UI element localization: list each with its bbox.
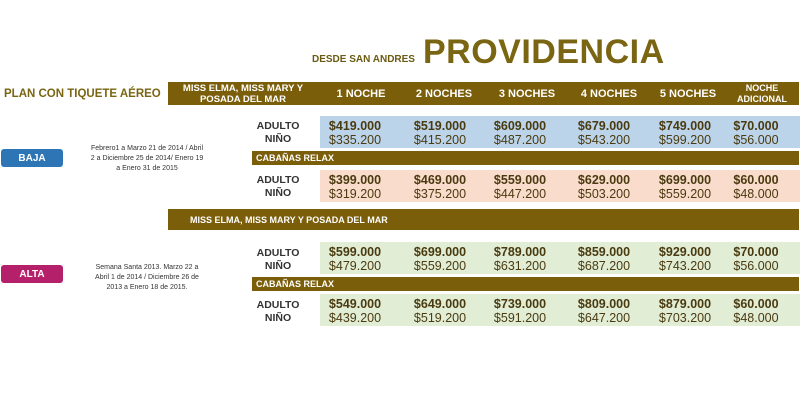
price-nino: $56.000 [733, 259, 779, 273]
price-nino: $743.200 [658, 259, 712, 273]
price-adulto: $599.000 [328, 245, 382, 259]
price-adulto: $789.000 [493, 245, 547, 259]
price-adulto: $749.000 [658, 119, 712, 133]
price-adulto: $699.000 [413, 245, 467, 259]
price-nino: $503.200 [577, 187, 631, 201]
header-col-4: 4 NOCHES [580, 87, 638, 100]
price-nino: $447.200 [493, 187, 547, 201]
price-adulto: $70.000 [733, 245, 779, 259]
price-adulto: $679.000 [577, 119, 631, 133]
title: DESDE SAN ANDRES PROVIDENCIA [312, 32, 665, 72]
cabanas-label: CABAÑAS RELAX [256, 279, 335, 289]
season-badge-baja: BAJA [1, 149, 63, 167]
price-nino: $591.200 [493, 311, 547, 325]
price-adulto: $649.000 [413, 297, 467, 311]
price-block-baja-cabanas: $399.000 $319.200 $469.000 $375.200 $559.0… [320, 170, 800, 202]
season-dates-alta: Semana Santa 2013. Marzo 22 a Abril 1 de… [95, 264, 199, 291]
season-dates-baja: Febrero1 a Marzo 21 de 2014 / Abril 2 a … [90, 145, 204, 172]
price-block-baja-main: $419.000 $335.200 $519.000 $415.200 $609.0… [320, 116, 800, 148]
price-nino: $48.000 [733, 187, 779, 201]
hotel-bar-label: MISS ELMA, MISS MARY Y POSADA DEL MAR [190, 214, 388, 225]
price-adulto: $519.000 [413, 119, 467, 133]
price-nino: $319.200 [328, 187, 382, 201]
price-adulto: $629.000 [577, 173, 631, 187]
price-nino: $375.200 [413, 187, 467, 201]
price-adulto: $419.000 [328, 119, 382, 133]
price-adulto: $739.000 [493, 297, 547, 311]
row-label-nino: NIÑO [264, 260, 292, 272]
price-nino: $703.200 [658, 311, 712, 325]
row-label-adulto: ADULTO [256, 299, 300, 311]
row-label-nino: NIÑO [264, 133, 292, 145]
price-adulto: $879.000 [658, 297, 712, 311]
price-adulto: $859.000 [577, 245, 631, 259]
price-nino: $647.200 [577, 311, 631, 325]
price-adulto: $809.000 [577, 297, 631, 311]
hotel-bar-alta: MISS ELMA, MISS MARY Y POSADA DEL MAR [168, 209, 799, 230]
price-adulto: $559.000 [493, 173, 547, 187]
price-nino: $631.200 [493, 259, 547, 273]
price-adulto: $60.000 [733, 173, 779, 187]
price-adulto: $399.000 [328, 173, 382, 187]
row-label-adulto: ADULTO [256, 247, 300, 259]
price-nino: $519.200 [413, 311, 467, 325]
row-label-adulto: ADULTO [256, 120, 300, 132]
price-nino: $599.200 [658, 133, 712, 147]
header-col-1: 1 NOCHE [336, 87, 386, 100]
header-hotel: MISS ELMA, MISS MARY Y POSADA DEL MAR [182, 82, 304, 105]
price-nino: $479.200 [328, 259, 382, 273]
price-block-alta-main: $599.000 $479.200 $699.000 $559.200 $789.0… [320, 242, 800, 274]
cabanas-bar-baja: CABAÑAS RELAX [252, 151, 799, 165]
price-adulto: $70.000 [733, 119, 779, 133]
price-nino: $687.200 [577, 259, 631, 273]
row-label-adulto: ADULTO [256, 174, 300, 186]
price-adulto: $549.000 [328, 297, 382, 311]
price-block-alta-cabanas: $549.000 $439.200 $649.000 $519.200 $739.0… [320, 294, 800, 326]
price-nino: $335.200 [328, 133, 382, 147]
price-nino: $56.000 [733, 133, 779, 147]
cabanas-label: CABAÑAS RELAX [256, 153, 335, 163]
price-nino: $559.200 [413, 259, 467, 273]
price-nino: $543.200 [577, 133, 631, 147]
title-main: PROVIDENCIA [422, 33, 665, 71]
header-col-3: 3 NOCHES [498, 87, 556, 100]
price-nino: $48.000 [733, 311, 779, 325]
price-adulto: $60.000 [733, 297, 779, 311]
season-badge-alta: ALTA [1, 265, 63, 283]
price-nino: $487.200 [493, 133, 547, 147]
header-col-6: NOCHE ADICIONAL [737, 82, 787, 104]
price-nino: $439.200 [328, 311, 382, 325]
header-col-5: 5 NOCHES [659, 87, 717, 100]
price-adulto: $929.000 [658, 245, 712, 259]
price-nino: $415.200 [413, 133, 467, 147]
price-adulto: $469.000 [413, 173, 467, 187]
price-adulto: $609.000 [493, 119, 547, 133]
title-prefix: DESDE SAN ANDRES [312, 54, 415, 65]
price-nino: $559.200 [658, 187, 712, 201]
header-col-2: 2 NOCHES [415, 87, 473, 100]
cabanas-bar-alta: CABAÑAS RELAX [252, 277, 799, 291]
row-label-nino: NIÑO [264, 312, 292, 324]
header-bar: MISS ELMA, MISS MARY Y POSADA DEL MAR 1 … [168, 82, 799, 105]
row-label-nino: NIÑO [264, 187, 292, 199]
plan-label: PLAN CON TIQUETE AÉREO [4, 88, 161, 100]
price-adulto: $699.000 [658, 173, 712, 187]
